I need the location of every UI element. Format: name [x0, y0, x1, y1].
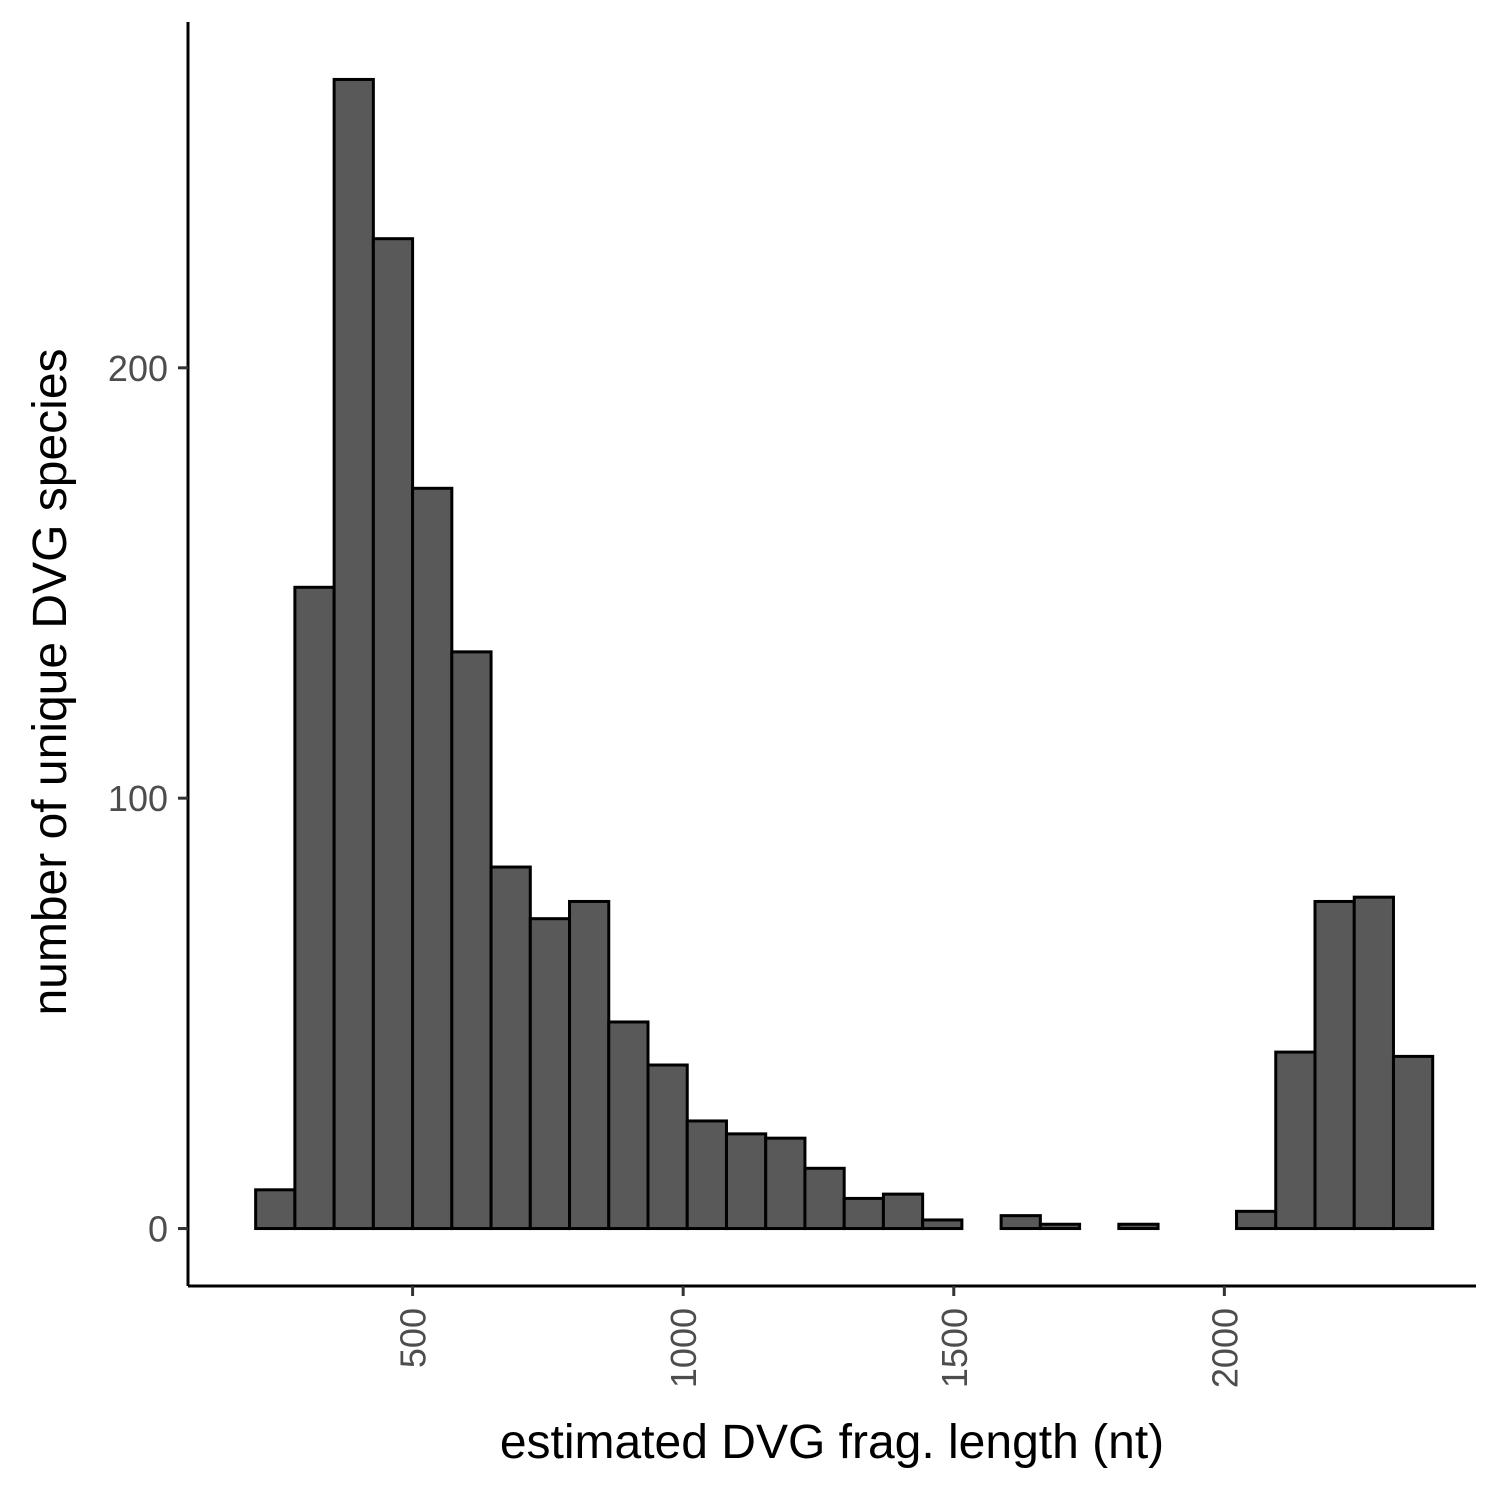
histogram-bar-16 — [881, 1192, 925, 1231]
y-axis-title: number of unique DVG species — [24, 348, 77, 1015]
x-ticks: 500 1000 1500 2000 — [393, 1286, 1245, 1388]
histogram-bar-3 — [371, 237, 415, 1231]
histogram-bar-27 — [1313, 899, 1356, 1231]
histogram-bar-20 — [1038, 1222, 1082, 1231]
histogram-bar-12 — [724, 1132, 768, 1231]
histogram-bar-22 — [1117, 1222, 1160, 1231]
x-tick-label: 2000 — [1204, 1308, 1245, 1388]
histogram-bar-14 — [803, 1166, 846, 1231]
histogram-bar-13 — [764, 1136, 807, 1231]
x-tick-label: 500 — [393, 1308, 434, 1368]
y-ticks: 0 100 200 — [108, 348, 188, 1250]
x-tick-label: 1500 — [934, 1308, 975, 1388]
histogram-bar-25 — [1235, 1209, 1278, 1231]
y-tick-label: 0 — [148, 1209, 168, 1250]
histogram-bar-5 — [450, 650, 493, 1231]
x-axis-title: estimated DVG frag. length (nt) — [500, 1416, 1164, 1469]
histogram-bar-4 — [411, 486, 454, 1231]
y-tick-label: 200 — [108, 348, 168, 389]
histogram-bar-0 — [254, 1188, 297, 1231]
histogram-bar-6 — [489, 865, 532, 1231]
histogram-bar-2 — [332, 77, 375, 1231]
histogram-bar-8 — [568, 899, 611, 1231]
histogram-bar-7 — [528, 917, 572, 1231]
histogram-bar-15 — [842, 1196, 885, 1231]
histogram-bar-10 — [646, 1063, 689, 1231]
axes-layer — [186, 22, 1476, 1288]
histogram-bar-19 — [999, 1214, 1042, 1231]
bars-layer — [254, 77, 1435, 1231]
histogram-bar-29 — [1391, 1054, 1435, 1231]
histogram-bar-26 — [1274, 1050, 1317, 1231]
y-tick-label: 100 — [108, 778, 168, 819]
x-tick-label: 1000 — [663, 1308, 704, 1388]
histogram-bar-9 — [607, 1020, 650, 1231]
histogram-bar-28 — [1352, 895, 1395, 1231]
histogram-bar-17 — [921, 1218, 964, 1231]
histogram-bar-11 — [685, 1119, 728, 1231]
histogram-bar-1 — [293, 585, 336, 1231]
